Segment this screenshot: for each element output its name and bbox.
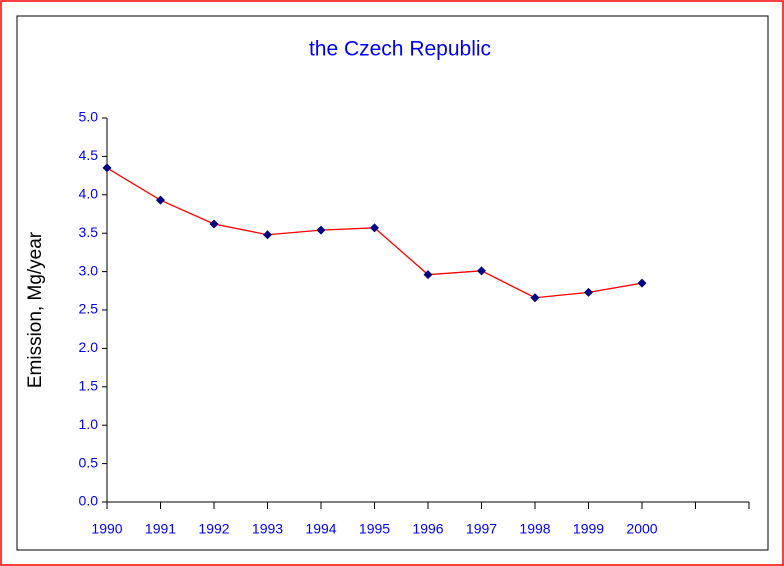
- point-marker: [209, 219, 219, 229]
- plot-frame: [16, 15, 769, 551]
- x-tick-label: 1994: [305, 521, 336, 537]
- point-marker: [316, 225, 326, 235]
- y-tick-label: 4.5: [79, 147, 99, 163]
- x-tick-label: 1999: [573, 521, 604, 537]
- x-tick-label: 1997: [466, 521, 497, 537]
- y-tick-label: 2.0: [79, 339, 99, 355]
- y-tick-label: 5.0: [79, 109, 99, 125]
- x-tick-label: 1991: [145, 521, 176, 537]
- y-tick-label: 2.5: [79, 301, 99, 317]
- x-tick-label: 1990: [91, 521, 122, 537]
- y-tick-label: 3.0: [79, 262, 99, 278]
- y-tick-label: 0.0: [79, 493, 99, 509]
- y-tick-label: 4.0: [79, 186, 99, 202]
- x-tick-label: 2000: [626, 521, 657, 537]
- point-marker: [637, 278, 647, 288]
- x-tick-label: 1998: [519, 521, 550, 537]
- y-tick-label: 1.5: [79, 378, 99, 394]
- point-marker: [423, 270, 433, 280]
- chart-title: the Czech Republic: [309, 38, 491, 61]
- y-tick-label: 0.5: [79, 454, 99, 470]
- y-tick-label: 1.0: [79, 416, 99, 432]
- x-tick-label: 1995: [359, 521, 390, 537]
- x-tick-label: 1996: [412, 521, 443, 537]
- x-tick-label: 1993: [252, 521, 283, 537]
- point-marker: [263, 230, 272, 240]
- x-tick-label: 1992: [198, 521, 229, 537]
- point-marker: [584, 287, 593, 297]
- point-marker: [530, 293, 540, 303]
- y-axis-label: Emission, Mg/year: [25, 231, 46, 388]
- point-marker: [370, 223, 379, 233]
- point-marker: [477, 266, 486, 276]
- point-marker: [156, 195, 165, 205]
- y-tick-label: 3.5: [79, 224, 99, 240]
- point-marker: [102, 163, 112, 173]
